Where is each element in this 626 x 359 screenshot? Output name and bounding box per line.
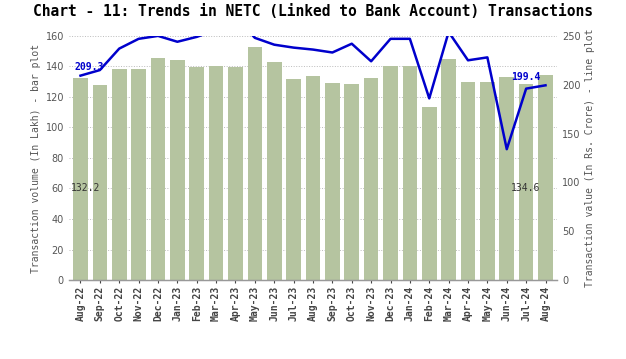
Bar	[286, 79, 301, 280]
Bar	[383, 66, 398, 280]
Text: 132.2: 132.2	[71, 183, 100, 194]
Text: 134.6: 134.6	[511, 183, 540, 194]
Bar	[267, 62, 282, 280]
Bar	[151, 58, 165, 280]
Text: Chart - 11: Trends in NETC (Linked to Bank Account) Transactions: Chart - 11: Trends in NETC (Linked to Ba…	[33, 4, 593, 19]
Bar	[325, 83, 340, 280]
Bar	[112, 69, 126, 280]
Text: 199.4: 199.4	[511, 73, 540, 83]
Bar	[93, 85, 107, 280]
Bar	[519, 84, 533, 280]
Y-axis label: Transaction value (In Rs. Crore) - line plot: Transaction value (In Rs. Crore) - line …	[585, 29, 595, 287]
Bar	[403, 66, 417, 280]
Text: 209.3: 209.3	[74, 62, 104, 72]
Bar	[480, 83, 495, 280]
Bar	[170, 60, 185, 280]
Bar	[228, 67, 243, 280]
Bar	[344, 84, 359, 280]
Bar	[73, 78, 88, 280]
Bar	[131, 70, 146, 280]
Bar	[500, 77, 514, 280]
Bar	[209, 66, 223, 280]
Bar	[422, 107, 436, 280]
Bar	[364, 78, 378, 280]
Bar	[461, 83, 475, 280]
Bar	[538, 75, 553, 280]
Bar	[441, 59, 456, 280]
Bar	[248, 47, 262, 280]
Bar	[190, 67, 204, 280]
Bar	[305, 76, 321, 280]
Y-axis label: Transaction volume (In Lakh) - bar plot: Transaction volume (In Lakh) - bar plot	[31, 43, 41, 272]
